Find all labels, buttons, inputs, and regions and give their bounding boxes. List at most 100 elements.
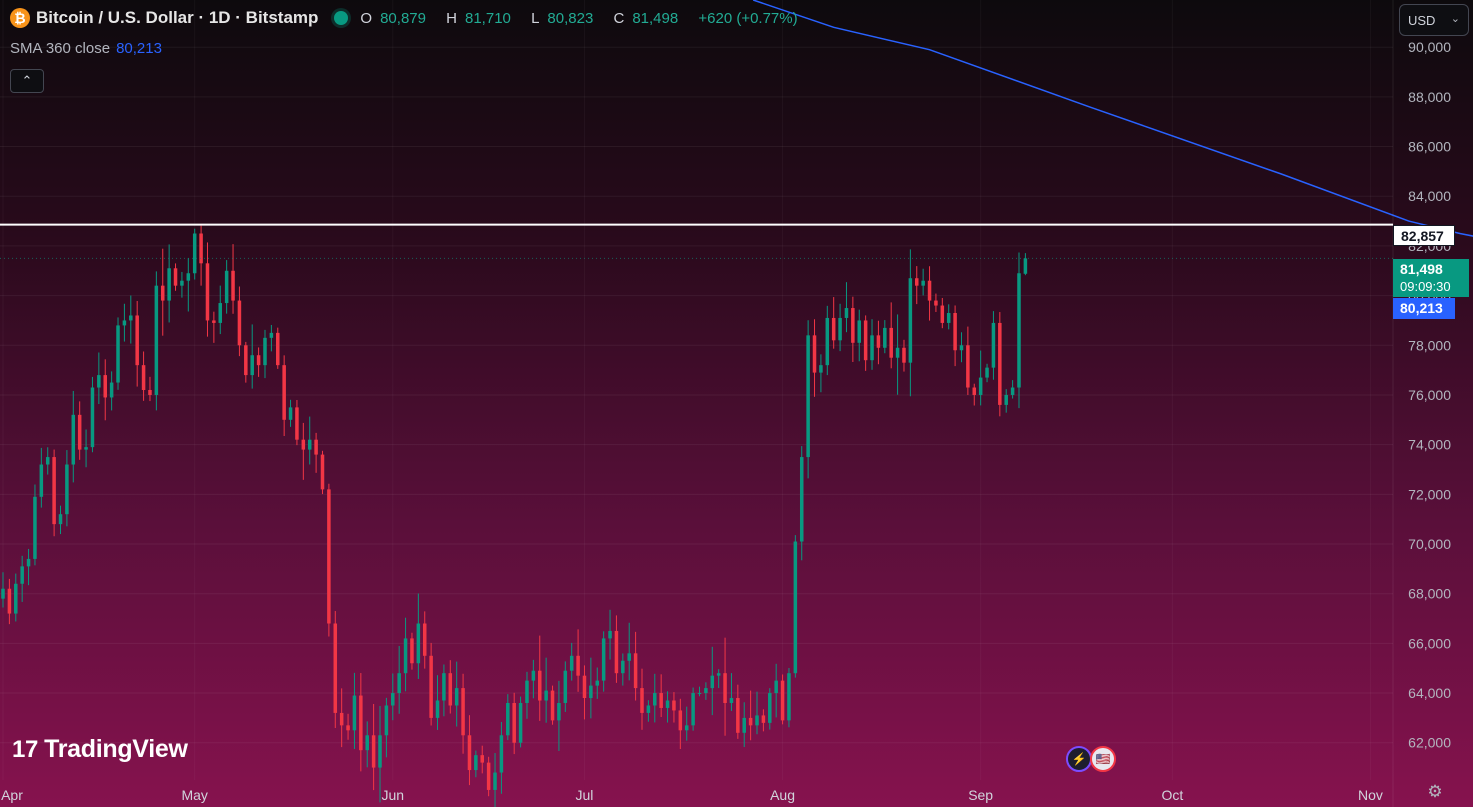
- low-key: L: [531, 9, 540, 27]
- candle-up: [307, 439, 312, 450]
- candle-up: [186, 273, 191, 281]
- candle-down: [448, 673, 453, 706]
- us-flag-event-icon[interactable]: 🇺🇸: [1090, 746, 1116, 772]
- chevron-down-icon: ⌄: [1450, 13, 1460, 25]
- candle-up: [122, 320, 127, 326]
- candle-up: [601, 638, 606, 681]
- bitcoin-icon: ₿: [10, 8, 30, 28]
- symbol-title[interactable]: Bitcoin / U.S. Dollar · 1D · Bitstamp: [36, 8, 319, 27]
- candle-up: [435, 700, 440, 718]
- close-value: 81,498: [632, 9, 679, 27]
- candle-down: [831, 317, 836, 341]
- time-tick-label: Apr: [1, 787, 23, 803]
- candle-up: [825, 317, 830, 366]
- collapse-legend-button[interactable]: ⌃: [10, 69, 44, 93]
- candle-up: [755, 715, 759, 726]
- candle-up: [883, 327, 887, 348]
- candle-down: [141, 365, 146, 390]
- candle-down: [550, 690, 555, 721]
- candle-up: [704, 688, 708, 694]
- candle-up: [180, 280, 184, 286]
- candle-down: [429, 655, 433, 718]
- candle-up: [129, 315, 133, 321]
- high-key: H: [446, 9, 457, 27]
- candle-up: [397, 673, 401, 694]
- candle-up: [787, 673, 791, 721]
- change-value: +620 (+0.77%): [698, 9, 798, 27]
- candle-down: [52, 457, 56, 525]
- currency-selector[interactable]: USD ⌄: [1399, 4, 1469, 36]
- candle-up: [608, 630, 612, 639]
- price-tick-label: 78,000: [1408, 337, 1451, 353]
- price-tick-label: 84,000: [1408, 188, 1451, 204]
- candle-down: [148, 390, 152, 395]
- candle-up: [167, 268, 171, 301]
- candle-down: [537, 670, 542, 701]
- candle-down: [244, 345, 248, 376]
- price-tick-label: 86,000: [1408, 139, 1451, 155]
- candle-up: [518, 702, 523, 743]
- candle-down: [633, 653, 638, 689]
- price-tick-label: 90,000: [1408, 39, 1451, 55]
- sma-legend[interactable]: SMA 360 close 80,213: [10, 40, 162, 57]
- tradingview-wordmark: TradingView: [44, 735, 188, 763]
- candle-up: [946, 312, 951, 323]
- candle-up: [646, 705, 651, 713]
- candle-down: [314, 439, 318, 455]
- candle-up: [525, 680, 529, 703]
- close-key: C: [613, 9, 625, 27]
- candle-up: [697, 693, 702, 695]
- economic-events[interactable]: ⚡ 🇺🇸: [1066, 746, 1116, 772]
- candle-up: [218, 303, 223, 323]
- candle-up: [653, 693, 657, 706]
- candle-up: [269, 332, 274, 338]
- candle-down: [902, 347, 906, 363]
- candle-down: [346, 725, 350, 731]
- candle-down: [953, 312, 957, 351]
- symbol-legend: ₿ Bitcoin / U.S. Dollar · 1D · Bitstamp …: [10, 8, 806, 28]
- candle-up: [908, 278, 913, 363]
- candle-up: [768, 693, 772, 723]
- candle-up: [838, 317, 842, 341]
- time-tick-label: May: [181, 787, 207, 803]
- currency-label: USD: [1408, 12, 1436, 28]
- candle-down: [812, 335, 817, 373]
- market-status-icon[interactable]: [334, 11, 349, 25]
- candle-down: [282, 365, 286, 420]
- candle-up: [352, 695, 357, 731]
- candle-up: [506, 702, 510, 736]
- candle-down: [927, 280, 932, 301]
- candle-down: [889, 327, 893, 358]
- lightning-event-icon[interactable]: ⚡: [1066, 746, 1092, 772]
- candle-down: [276, 332, 280, 366]
- candle-up: [1010, 387, 1015, 395]
- candle-down: [780, 680, 785, 721]
- tradingview-logo[interactable]: 17 TradingView: [12, 735, 188, 764]
- candle-down: [678, 710, 683, 731]
- candle-up: [557, 702, 561, 721]
- candle-down: [486, 762, 491, 790]
- time-tick-label: Jul: [576, 787, 594, 803]
- candle-down: [576, 655, 580, 676]
- candle-up: [416, 623, 421, 664]
- time-tick-label: Jun: [381, 787, 404, 803]
- candle-up: [403, 638, 408, 674]
- candle-down: [359, 695, 363, 751]
- price-tick-label: 74,000: [1408, 437, 1451, 453]
- candle-down: [467, 735, 472, 771]
- candle-down: [333, 623, 338, 713]
- candle-up: [569, 655, 574, 671]
- candle-up: [288, 407, 293, 420]
- candle-down: [371, 735, 376, 768]
- candle-up: [154, 285, 159, 395]
- candle-up: [563, 670, 568, 703]
- price-tick-label: 64,000: [1408, 685, 1451, 701]
- candle-down: [614, 630, 619, 674]
- tradingview-mark-icon: 17: [12, 735, 39, 763]
- candle-down: [672, 700, 676, 711]
- gear-icon[interactable]: ⚙: [1427, 782, 1443, 801]
- price-tick-label: 76,000: [1408, 387, 1451, 403]
- candle-up: [857, 320, 862, 343]
- candle-down: [212, 320, 216, 323]
